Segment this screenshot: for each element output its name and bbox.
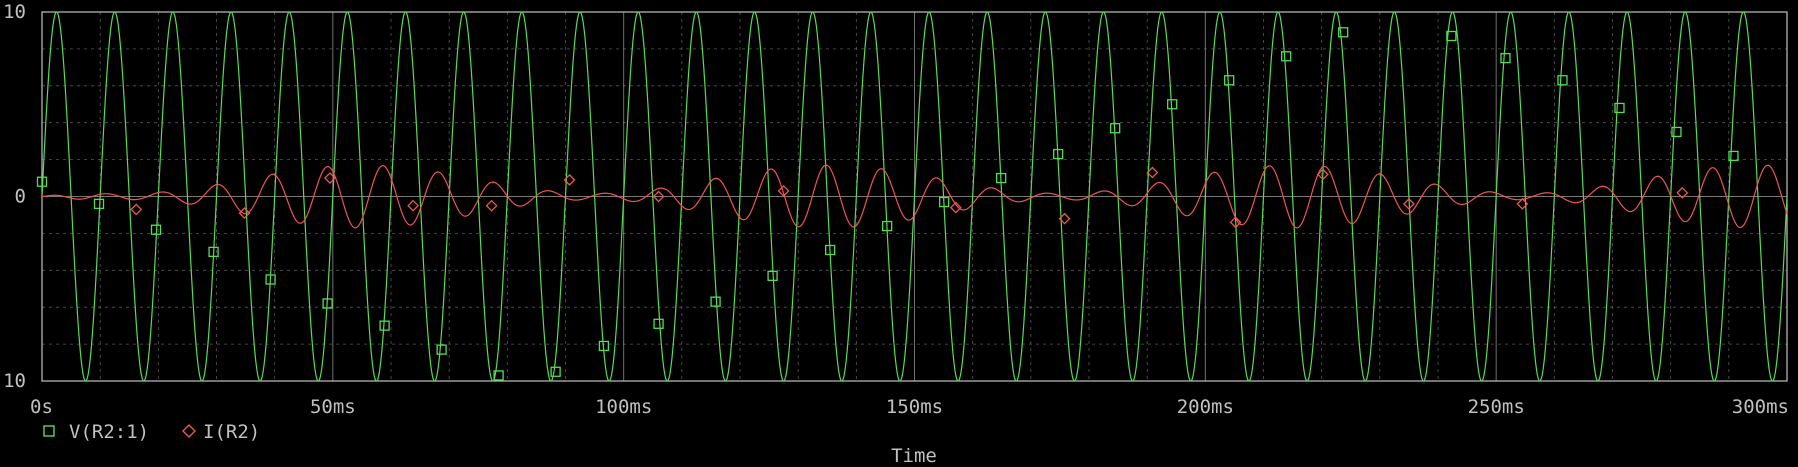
i-marker-diamond [563,173,576,186]
v-marker-square [710,296,721,307]
traces [41,11,1788,382]
markers [36,27,1739,381]
v-marker-square [150,224,162,235]
v-marker-square [93,198,105,210]
v-marker-square [1614,102,1625,114]
series-line-v-r2 [41,11,1788,382]
v-marker-square [1167,99,1178,110]
i-marker-diamond [1316,168,1329,181]
v-marker-square [1671,126,1682,138]
legend-v-marker [43,425,55,437]
y-tick-label: 10 [3,1,26,23]
i-marker-diamond [777,185,790,197]
v-marker-square [436,344,447,355]
x-tick-label: 50ms [310,396,356,418]
i-marker-diamond [1403,197,1415,210]
x-tick-labels: 0s 50ms 100ms 150ms 200ms 250ms 300ms [30,396,1789,418]
v-marker-square [322,298,333,309]
i-marker-diamond [1229,216,1242,229]
i-marker-diamond [1146,166,1159,179]
v-marker-square [598,340,610,352]
i-marker-diamond [238,207,251,220]
x-tick-label: 100ms [595,396,652,418]
v-marker-square [1224,75,1235,86]
i-marker-diamond [324,172,336,184]
i-marker-diamond [407,199,420,212]
v-marker-square [208,246,219,258]
v-marker-square [1338,27,1349,38]
i-marker-diamond [1676,186,1689,199]
x-tick-label: 300ms [1732,396,1789,418]
x-tick-label: 0s [30,396,53,418]
i-marker-diamond [1058,212,1071,225]
v-marker-square [493,370,504,381]
v-marker-square [825,244,836,256]
v-marker-square [653,318,664,329]
v-marker-square [882,220,893,232]
legend-i-marker [182,424,196,438]
legend: V(R2:1) I(R2) [43,421,260,443]
v-marker-square [550,366,561,377]
v-marker-square [1281,51,1292,62]
i-marker-diamond [652,190,665,203]
legend-i-label: I(R2) [203,421,260,443]
i-marker-diamond [949,201,962,214]
v-marker-square [36,176,48,187]
series-line-i-r2 [41,164,1788,229]
x-tick-label: 150ms [886,396,943,418]
v-marker-square [1557,75,1568,86]
i-marker-diamond [130,203,143,216]
v-marker-square [1728,150,1739,162]
y-tick-label: 0 [15,186,26,208]
y-tick-labels: 10 0 10 [3,1,26,392]
y-tick-label: 10 [3,370,26,392]
v-marker-square [939,196,950,208]
v-marker-square [1053,148,1064,160]
i-marker-diamond [485,199,498,212]
v-marker-square [265,274,276,285]
v-marker-square [767,270,778,281]
i-marker-diamond [1516,197,1529,210]
v-marker-square [379,320,390,331]
v-marker-square [1446,30,1457,42]
v-marker-square [1110,123,1121,134]
x-axis-label: Time [891,445,937,467]
v-marker-square [996,172,1007,184]
legend-v-label: V(R2:1) [69,421,149,443]
x-tick-label: 200ms [1177,396,1234,418]
v-marker-square [1500,52,1511,64]
x-tick-label: 250ms [1468,396,1525,418]
